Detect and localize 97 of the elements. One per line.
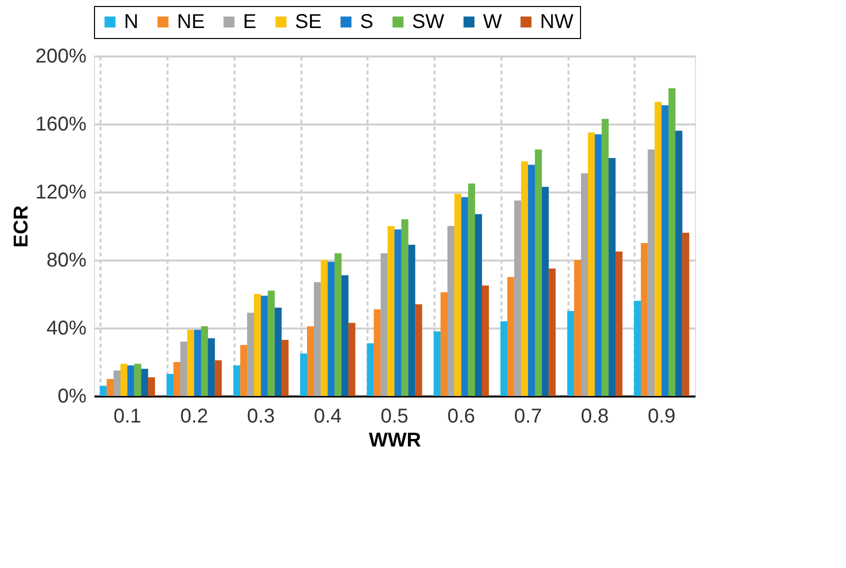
bar	[247, 312, 254, 396]
bar	[567, 311, 574, 396]
bar	[120, 364, 128, 396]
legend-label: N	[124, 11, 138, 33]
bar	[300, 354, 308, 396]
bar	[260, 296, 268, 396]
y-tick-label: 120%	[35, 182, 87, 204]
bar	[173, 362, 180, 396]
bar	[615, 252, 622, 396]
bar	[640, 243, 648, 396]
bar	[594, 134, 602, 396]
bar	[320, 260, 328, 396]
bar	[654, 102, 662, 396]
bar	[134, 364, 142, 396]
bar	[208, 338, 215, 396]
bar	[408, 244, 416, 396]
legend-label: NW	[540, 11, 574, 33]
bar	[314, 282, 321, 396]
bar	[100, 386, 107, 396]
bar	[341, 275, 348, 396]
bar	[380, 253, 388, 396]
legend-label: NE	[177, 11, 205, 33]
bar	[534, 150, 542, 396]
bar	[482, 286, 489, 396]
bar	[114, 370, 121, 396]
bar	[675, 130, 682, 396]
bar	[328, 262, 335, 396]
bar	[106, 379, 114, 396]
bar	[306, 326, 314, 396]
bar	[274, 308, 282, 396]
bar	[366, 343, 374, 396]
bar	[127, 365, 134, 396]
bar	[415, 304, 422, 396]
x-tick-label: 0.2	[180, 406, 208, 428]
bar	[634, 300, 641, 396]
bar	[468, 184, 476, 396]
legend-label: E	[243, 11, 256, 33]
bar	[574, 260, 582, 396]
y-tick-label: 200%	[35, 46, 87, 68]
bar	[608, 158, 616, 396]
bar	[602, 118, 609, 396]
bar	[440, 292, 448, 396]
bar	[254, 294, 261, 396]
legend-label: W	[483, 11, 502, 33]
y-tick-label: 0%	[58, 386, 87, 408]
bar	[148, 377, 156, 396]
bar	[201, 326, 208, 396]
bar	[388, 226, 395, 396]
y-tick-label: 40%	[46, 318, 87, 340]
bar	[542, 186, 549, 396]
y-tick-label: 80%	[46, 250, 87, 272]
y-axis-title: ECR	[10, 204, 32, 248]
bar	[166, 374, 174, 396]
bar	[454, 194, 462, 396]
legend-label: S	[360, 11, 374, 33]
x-tick-label: 0.1	[113, 406, 142, 428]
bar	[394, 229, 402, 396]
y-tick-label: 160%	[35, 114, 87, 136]
x-tick-label: 0.7	[514, 406, 542, 428]
bar	[521, 161, 528, 396]
bar	[682, 232, 690, 396]
bar	[334, 253, 342, 396]
legend-label: SW	[412, 11, 444, 33]
x-axis-title: WWR	[368, 430, 422, 452]
bar	[548, 268, 556, 396]
bar	[348, 322, 356, 396]
x-tick-label: 0.4	[314, 406, 342, 428]
bar	[194, 330, 202, 396]
bar	[180, 342, 188, 396]
bar	[401, 219, 408, 396]
bar	[187, 330, 194, 396]
bar	[461, 197, 468, 396]
bar	[233, 365, 240, 396]
bar	[507, 277, 514, 396]
bar	[374, 309, 381, 396]
bar	[475, 214, 482, 396]
bar	[580, 173, 588, 396]
bar	[662, 105, 669, 396]
bar	[588, 132, 595, 396]
bar	[240, 345, 248, 396]
bar	[447, 226, 454, 396]
x-tick-label: 0.5	[380, 406, 408, 428]
bar	[528, 164, 535, 396]
bar	[668, 88, 676, 396]
bar	[268, 290, 275, 396]
x-tick-label: 0.6	[447, 406, 476, 428]
bar	[282, 340, 289, 396]
bar	[648, 150, 655, 396]
x-tick-label: 0.3	[247, 406, 275, 428]
bar	[514, 200, 522, 396]
x-tick-label: 0.8	[580, 406, 609, 428]
bar	[141, 368, 148, 396]
bar	[214, 360, 222, 396]
bar	[434, 331, 441, 396]
legend-label: SE	[295, 11, 322, 33]
bar	[500, 321, 508, 396]
x-tick-label: 0.9	[648, 406, 676, 428]
